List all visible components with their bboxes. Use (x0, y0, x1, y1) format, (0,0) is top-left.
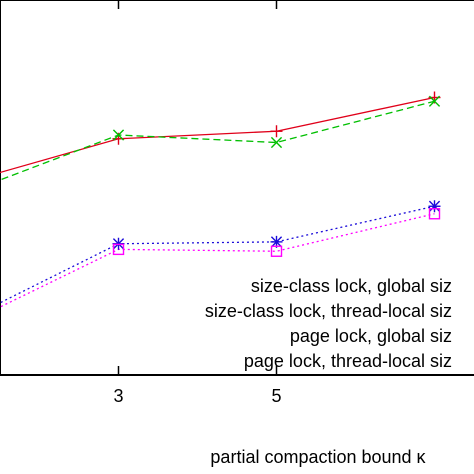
data-point (112, 129, 125, 141)
legend: size-class lock, global siz size-class lo… (205, 276, 452, 371)
x-tick-label: 3 (113, 386, 123, 406)
marker-stroke (428, 200, 441, 212)
marker-stroke (428, 208, 441, 220)
series-line-1 (0, 96, 435, 174)
series-line-2 (0, 100, 435, 181)
legend-entry-label: page lock, thread-local siz (244, 351, 452, 371)
data-point (428, 208, 441, 220)
data-point (270, 245, 283, 257)
legend-entry-label: size-class lock, global siz (251, 276, 452, 296)
legend-entry-label: size-class lock, thread-local siz (205, 301, 452, 321)
marker-stroke (270, 245, 283, 257)
data-point (428, 200, 441, 213)
x-axis-label: partial compaction bound κ (210, 447, 426, 467)
data-point (270, 136, 283, 149)
series-line-3 (0, 205, 435, 304)
marker-stroke (112, 129, 125, 141)
marker-stroke (270, 136, 283, 149)
series-markers (112, 91, 441, 257)
marker-stroke (112, 243, 125, 256)
marker-stroke (270, 236, 283, 248)
data-point (112, 243, 125, 256)
x-tick-label: 5 (271, 386, 281, 406)
legend-entry-label: page lock, global siz (290, 326, 452, 346)
data-point (428, 95, 441, 107)
series-lines (0, 96, 435, 308)
data-point (270, 125, 283, 138)
marker-stroke (428, 95, 441, 107)
